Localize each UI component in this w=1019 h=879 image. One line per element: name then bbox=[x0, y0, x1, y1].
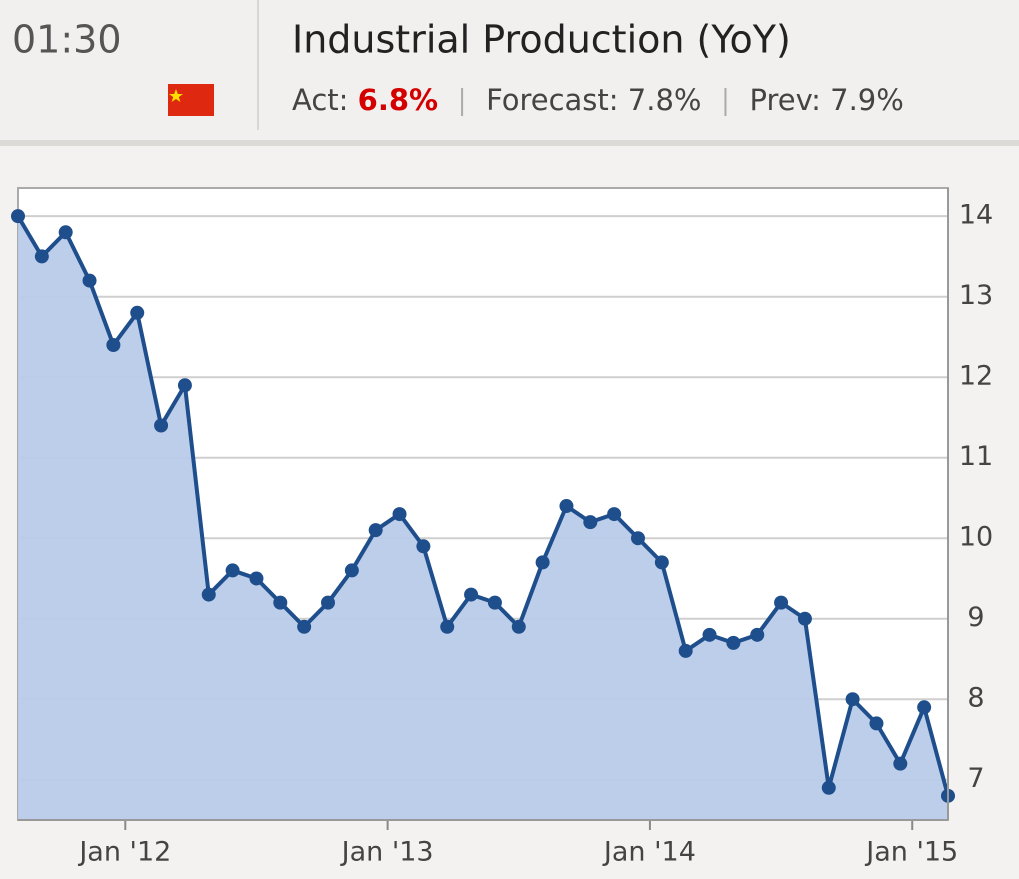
y-tick-label: 8 bbox=[967, 683, 984, 714]
point bbox=[821, 780, 836, 795]
header-shadow bbox=[0, 140, 1019, 146]
act-label: Act: bbox=[292, 83, 348, 117]
point bbox=[893, 756, 908, 771]
prev-value: 7.9% bbox=[830, 83, 904, 117]
point bbox=[845, 692, 860, 707]
point bbox=[11, 209, 25, 224]
point bbox=[607, 507, 622, 522]
y-tick-label: 12 bbox=[959, 361, 993, 392]
point bbox=[511, 619, 526, 634]
point bbox=[177, 378, 192, 393]
point bbox=[154, 418, 169, 433]
point bbox=[774, 595, 789, 610]
point bbox=[201, 587, 216, 602]
prev-label: Prev: bbox=[749, 83, 820, 117]
point bbox=[130, 305, 145, 320]
header-bg bbox=[0, 0, 1019, 140]
forecast-value: 7.8% bbox=[628, 83, 702, 117]
point bbox=[487, 595, 502, 610]
point bbox=[726, 635, 741, 650]
time: 01:30 bbox=[12, 18, 122, 62]
point bbox=[797, 611, 812, 626]
point bbox=[34, 249, 49, 264]
point bbox=[106, 337, 121, 352]
y-tick-label: 10 bbox=[959, 522, 993, 553]
act-value: 6.8% bbox=[358, 83, 438, 117]
point bbox=[464, 587, 479, 602]
x-tick-label: Jan '12 bbox=[77, 837, 171, 868]
point bbox=[321, 595, 335, 610]
point bbox=[535, 555, 550, 570]
line bbox=[16, 215, 950, 797]
x-tick-label: Jan '14 bbox=[602, 837, 696, 868]
x-tick-label: Jan '13 bbox=[340, 837, 434, 868]
point bbox=[392, 507, 407, 522]
y-tick-label: 9 bbox=[967, 602, 984, 633]
stats: Act: 6.8% Forecast: 7.8% Prev: 7.9% bbox=[292, 83, 904, 117]
point bbox=[583, 515, 598, 530]
point bbox=[82, 273, 97, 288]
forecast-label: Forecast: bbox=[486, 83, 618, 117]
point bbox=[249, 571, 264, 586]
point bbox=[702, 627, 717, 642]
title: Industrial Production (YoY) bbox=[292, 18, 791, 62]
point bbox=[750, 627, 765, 642]
point bbox=[368, 523, 383, 538]
point bbox=[273, 595, 288, 610]
point bbox=[917, 700, 932, 715]
point bbox=[631, 531, 645, 546]
point bbox=[559, 499, 574, 514]
flag bbox=[168, 84, 214, 116]
point bbox=[678, 643, 693, 658]
point bbox=[344, 563, 359, 578]
y-tick-label: 11 bbox=[959, 441, 993, 472]
y-tick-label: 7 bbox=[967, 763, 984, 794]
area-fill bbox=[18, 216, 948, 820]
point bbox=[225, 563, 240, 578]
point bbox=[654, 555, 669, 570]
point bbox=[440, 619, 455, 634]
point bbox=[297, 619, 312, 634]
point bbox=[58, 225, 73, 240]
x-tick-label: Jan '15 bbox=[864, 837, 958, 868]
y-tick-label: 13 bbox=[959, 280, 993, 311]
point bbox=[416, 539, 431, 554]
point bbox=[869, 716, 884, 731]
y-tick-label: 14 bbox=[959, 200, 993, 231]
